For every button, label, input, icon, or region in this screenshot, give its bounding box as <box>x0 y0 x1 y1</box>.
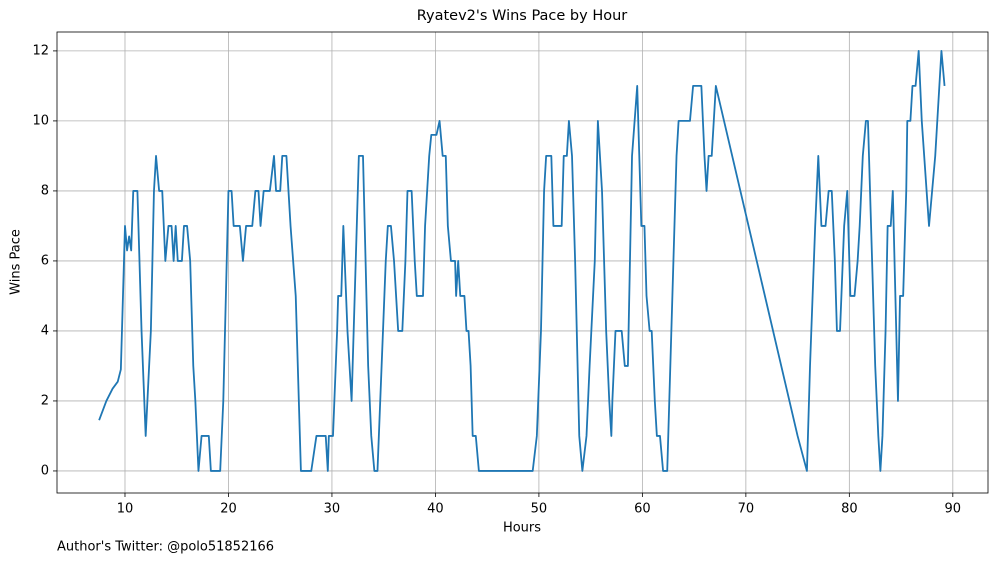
y-tick-label: 4 <box>41 323 49 338</box>
x-tick-label: 10 <box>117 502 134 517</box>
y-tick-label: 6 <box>41 253 49 268</box>
x-tick-label: 90 <box>945 502 962 517</box>
plot-frame <box>56 31 989 494</box>
x-tick-label: 50 <box>531 502 548 517</box>
x-axis-label: Hours <box>503 521 541 536</box>
data-line <box>98 50 946 472</box>
x-tick-label: 70 <box>738 502 755 517</box>
chart-title: Ryatev2's Wins Pace by Hour <box>417 8 628 24</box>
y-tick-label: 8 <box>41 183 49 198</box>
x-tick-label: 40 <box>427 502 444 517</box>
y-tick-label: 12 <box>32 43 49 58</box>
y-tick-label: 10 <box>32 113 49 128</box>
x-tick-label: 60 <box>634 502 651 517</box>
x-tick-label: 80 <box>841 502 858 517</box>
x-tick-label: 30 <box>324 502 341 517</box>
x-tick-label: 20 <box>220 502 237 517</box>
y-tick-label: 2 <box>41 393 49 408</box>
footnote: Author's Twitter: @polo51852166 <box>57 540 274 555</box>
y-axis-label: Wins Pace <box>9 229 24 295</box>
y-tick-label: 0 <box>41 463 49 478</box>
